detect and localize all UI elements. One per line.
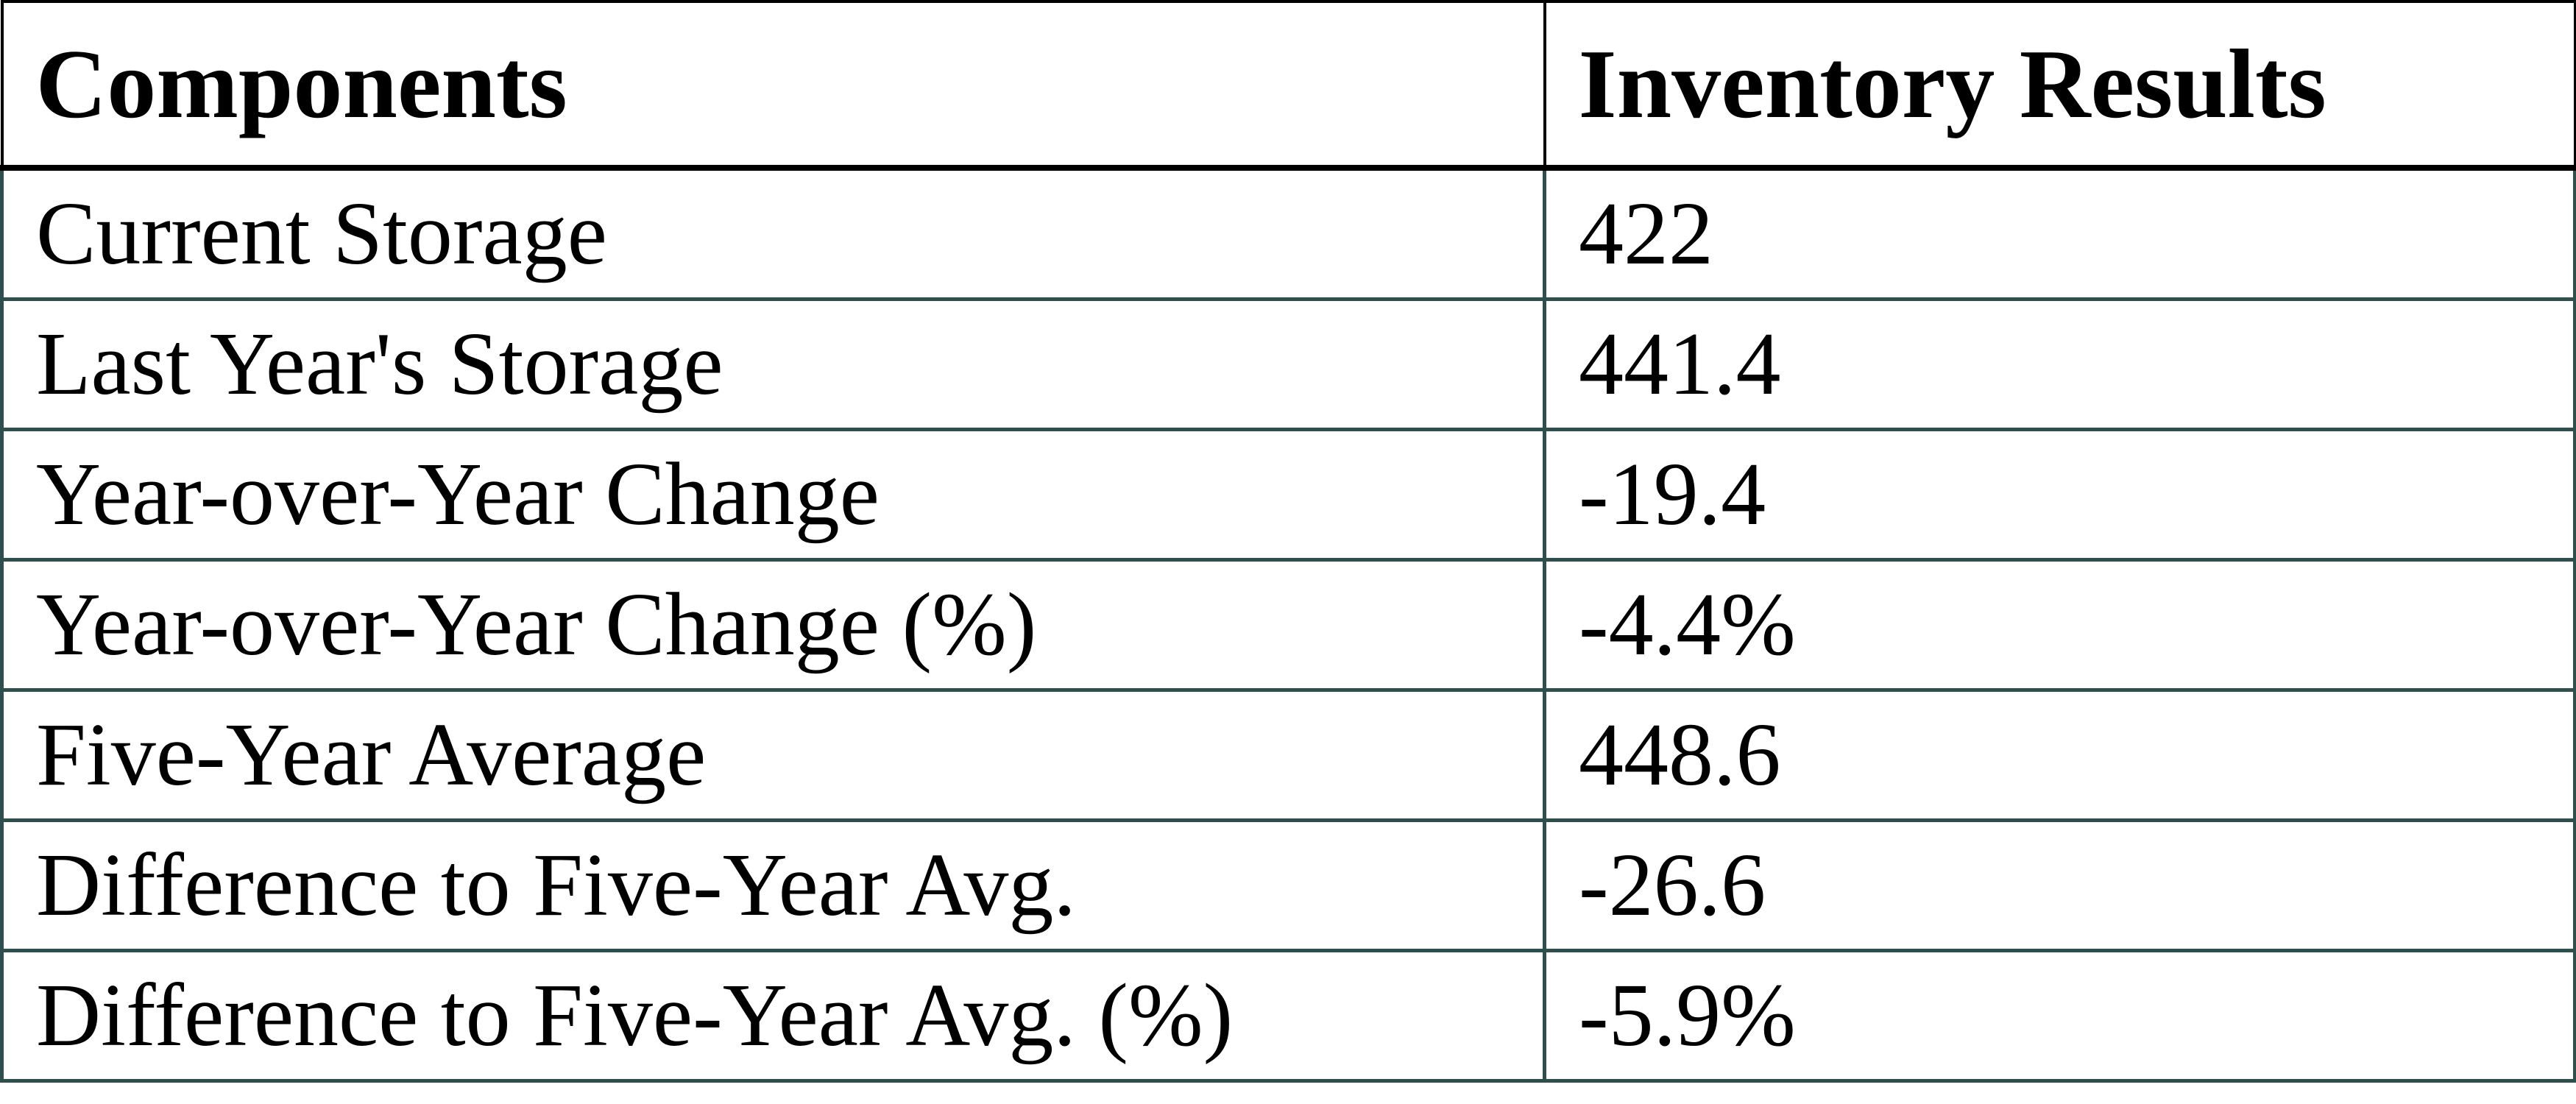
result-value-cell: -4.4% <box>1543 558 2576 692</box>
component-label-cell: Difference to Five-Year Avg. <box>0 818 1546 952</box>
table-row: Year-over-Year Change (%) -4.4% <box>0 558 2576 692</box>
component-label-cell: Last Year's Storage <box>0 297 1546 431</box>
result-value-cell: -5.9% <box>1543 949 2576 1083</box>
table-row: Current Storage 422 <box>0 166 2576 301</box>
column-header-inventory-results: Inventory Results <box>1543 0 2576 171</box>
component-label-cell: Year-over-Year Change (%) <box>0 558 1546 692</box>
table-row: Five-Year Average 448.6 <box>0 688 2576 822</box>
component-label-cell: Difference to Five-Year Avg. (%) <box>0 949 1546 1083</box>
result-value-cell: 441.4 <box>1543 297 2576 431</box>
component-label-cell: Five-Year Average <box>0 688 1546 822</box>
result-value-cell: 448.6 <box>1543 688 2576 822</box>
table-row: Year-over-Year Change -19.4 <box>0 428 2576 562</box>
result-value-cell: -26.6 <box>1543 818 2576 952</box>
component-label-cell: Year-over-Year Change <box>0 428 1546 562</box>
result-value-cell: -19.4 <box>1543 428 2576 562</box>
result-value-cell: 422 <box>1543 166 2576 301</box>
component-label-cell: Current Storage <box>0 166 1546 301</box>
table-row: Last Year's Storage 441.4 <box>0 297 2576 431</box>
column-header-components: Components <box>0 0 1546 171</box>
header-row: Components Inventory Results <box>0 0 2576 171</box>
table-row: Difference to Five-Year Avg. -26.6 <box>0 818 2576 952</box>
table-row: Difference to Five-Year Avg. (%) -5.9% <box>0 949 2576 1083</box>
